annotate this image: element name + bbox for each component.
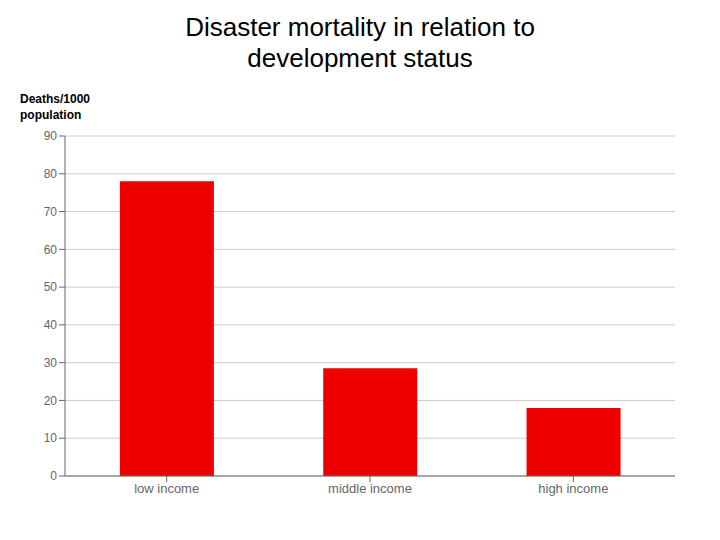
- svg-text:0: 0: [50, 469, 57, 483]
- html-text:Deaths/1000 population: Deaths/1000 population: [20, 92, 90, 122]
- svg-text:80: 80: [44, 167, 58, 181]
- svg-text:10: 10: [44, 431, 58, 445]
- html-text:Disaster mortality in relation: Disaster mortality in relation to develo…: [185, 12, 535, 74]
- svg-text:70: 70: [44, 205, 58, 219]
- svg-text:90: 90: [44, 129, 58, 143]
- svg-text:50: 50: [44, 280, 58, 294]
- svg-text:middle income: middle income: [328, 481, 412, 496]
- svg-text:20: 20: [44, 394, 58, 408]
- svg-text:low income: low income: [134, 481, 199, 496]
- svg-text:60: 60: [44, 243, 58, 257]
- svg-text:30: 30: [44, 356, 58, 370]
- svg-text:high income: high income: [538, 481, 608, 496]
- svg-text:40: 40: [44, 318, 58, 332]
